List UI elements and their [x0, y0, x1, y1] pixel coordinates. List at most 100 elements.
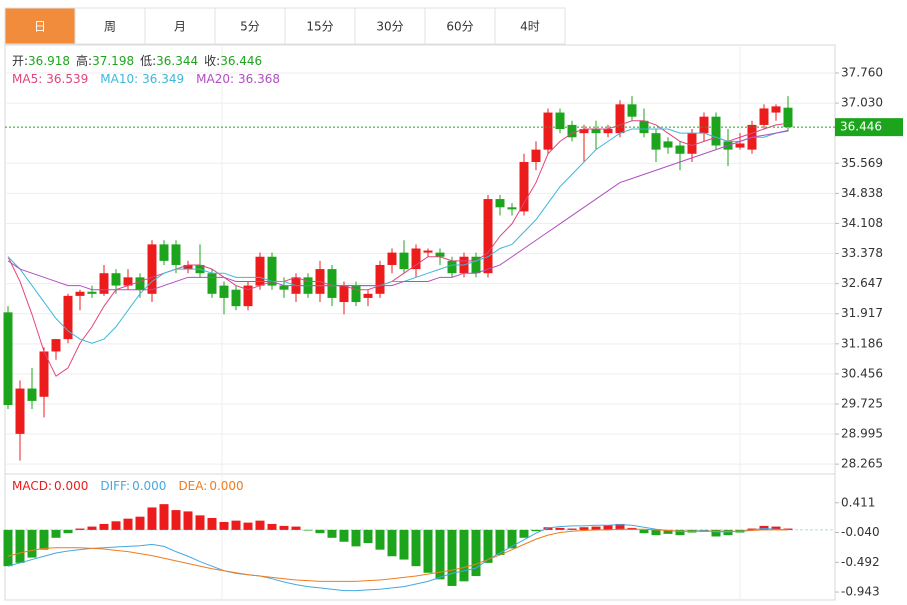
tab-label[interactable]: 60分: [446, 20, 473, 34]
candle-body: [495, 199, 505, 208]
macd-bar: [63, 529, 73, 534]
info-value: 36.344: [156, 54, 198, 68]
ma-line: [7, 128, 789, 344]
macd-bar: [651, 529, 661, 536]
y-tick-label: 32.647: [841, 276, 883, 290]
y-tick-label: 30.456: [841, 366, 883, 380]
macd-bar: [543, 527, 553, 530]
candle-body: [279, 285, 289, 290]
candle-body: [327, 269, 337, 298]
macd-bar: [219, 521, 229, 530]
macd-bar: [27, 529, 37, 558]
candle-body: [243, 285, 253, 307]
candle-body: [99, 273, 109, 294]
candle-body: [555, 112, 565, 130]
candle-body: [39, 351, 49, 397]
macd-bar: [615, 523, 625, 530]
candle-body: [411, 248, 421, 270]
macd-bar: [147, 507, 157, 530]
tab-label[interactable]: 30分: [376, 20, 403, 34]
macd-bar: [339, 529, 349, 542]
macd-bar: [159, 504, 169, 530]
macd-bar: [495, 529, 505, 555]
candle-body: [579, 129, 589, 134]
macd-bar: [231, 520, 241, 530]
macd-bar: [99, 523, 109, 530]
macd-bar: [39, 529, 49, 550]
macd-bar: [87, 526, 97, 530]
candle-body: [567, 124, 577, 138]
macd-bar: [435, 529, 445, 580]
tab[interactable]: [144, 7, 216, 45]
legend-name: MA10:: [100, 72, 138, 86]
candle-body: [207, 273, 217, 294]
legend: MA5: 36.539 MA10: 36.349 MA20: 36.368: [12, 72, 280, 86]
y-tick-label: 29.725: [841, 397, 883, 411]
macd-bar: [243, 522, 253, 530]
y-tick-label: -0.943: [841, 585, 880, 599]
macd-bar: [51, 529, 61, 538]
candle-body: [423, 250, 433, 253]
legend-value: 0.000: [209, 479, 243, 493]
candle-body: [51, 339, 61, 352]
candle-body: [267, 256, 277, 286]
ma-line: [7, 120, 789, 377]
candle-body: [651, 133, 661, 150]
candle-body: [471, 256, 481, 274]
macd-bar: [423, 529, 433, 573]
macd-bar: [471, 529, 481, 577]
y-tick-label: 0.411: [841, 495, 875, 509]
info-value: 36.918: [28, 54, 70, 68]
candle-body: [147, 244, 157, 294]
candle-body: [255, 256, 265, 286]
info-label: 低:: [140, 54, 156, 68]
macd-bar: [291, 526, 301, 530]
candle-body: [387, 252, 397, 265]
macd-bar: [759, 525, 769, 530]
tab-label[interactable]: 4时: [520, 20, 540, 34]
tab-label[interactable]: 5分: [240, 20, 260, 34]
y-tick-label: 31.917: [841, 306, 883, 320]
tab[interactable]: [494, 7, 566, 45]
tab[interactable]: [284, 7, 356, 45]
macd-bar: [75, 528, 85, 530]
candle-body: [639, 120, 649, 134]
plot-frame: [4, 44, 836, 601]
candle-body: [375, 264, 385, 294]
tab-label[interactable]: 日: [34, 20, 46, 34]
macd-bar: [519, 529, 529, 538]
legend: 开:36.918 高:37.198 低:36.344 收:36.446: [12, 53, 262, 68]
candle-body: [219, 285, 229, 298]
candle-body: [483, 199, 493, 274]
info-label: 开:: [12, 54, 28, 68]
legend-value: 36.539: [46, 72, 88, 86]
candle-body: [183, 264, 193, 270]
tab-label[interactable]: 15分: [306, 20, 333, 34]
legend-name: MA5:: [12, 72, 42, 86]
macd-bar: [639, 529, 649, 534]
last-price-box: [835, 118, 903, 137]
tab[interactable]: [4, 7, 76, 45]
macd-bar: [579, 527, 589, 530]
macd-bar: [195, 515, 205, 530]
candle-body: [675, 145, 685, 154]
info-value: 36.446: [220, 54, 262, 68]
tab-label[interactable]: 月: [174, 20, 186, 34]
macd-bar: [279, 525, 289, 530]
tab[interactable]: [214, 7, 286, 45]
macd-bar: [675, 529, 685, 536]
candle-body: [339, 285, 349, 303]
tab-label[interactable]: 周: [104, 20, 116, 34]
y-tick-label: -0.492: [841, 555, 880, 569]
macd-bar: [711, 529, 721, 537]
macd-bar: [123, 518, 133, 530]
tab[interactable]: [424, 7, 496, 45]
tab[interactable]: [74, 7, 146, 45]
macd-bar: [483, 529, 493, 563]
macd-line: [7, 524, 789, 592]
candle-body: [663, 141, 673, 148]
macd-bar: [267, 523, 277, 530]
info-value: 37.198: [92, 54, 134, 68]
macd-bar: [207, 518, 217, 530]
